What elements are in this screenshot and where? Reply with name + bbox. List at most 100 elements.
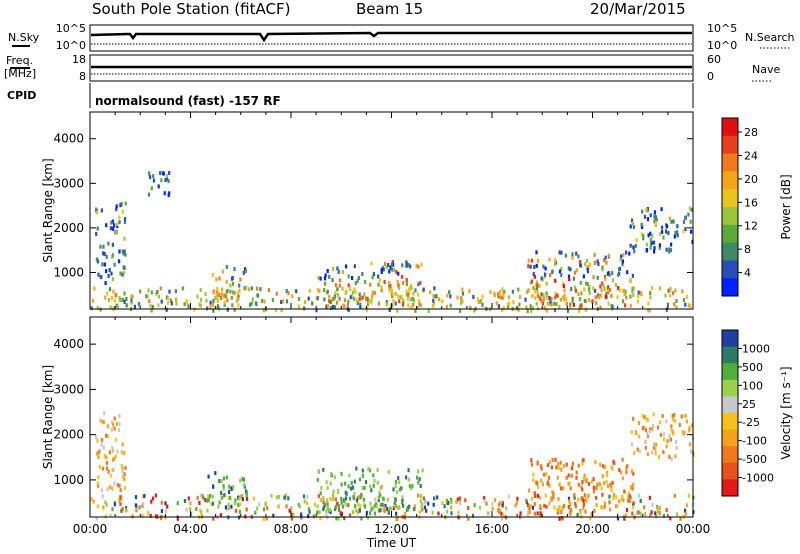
echo-cell [407,477,410,482]
echo-cell [587,287,591,292]
echo-cell [649,213,652,218]
echo-cell [487,511,490,516]
echo-cell [327,304,330,309]
echo-cell [418,509,421,514]
nsearch-label: N.Search [745,31,795,44]
echo-cell [119,502,122,507]
echo-cell [337,504,340,509]
echo-cell [668,247,671,252]
echo-cell [317,494,320,499]
echo-cell [338,283,341,288]
echo-cell [624,303,627,308]
echo-cell [95,451,98,456]
echo-cell [671,417,674,422]
echo-cell [554,457,557,462]
echo-cell [124,217,127,222]
echo-cell [358,508,361,513]
echo-cell [325,509,328,514]
echo-cell [582,477,586,481]
echo-cell [558,505,561,509]
echo-cell [115,207,118,212]
echo-cell [552,491,555,496]
echo-cell [109,485,112,490]
echo-cell [497,304,500,309]
echo-cell [645,208,648,212]
echo-cell [587,481,590,486]
echo-cell [535,287,539,292]
echo-cell [535,280,538,285]
echo-cell [565,297,568,302]
echo-cell [124,465,127,470]
echo-cell [647,233,650,238]
echo-cell [540,478,543,483]
echo-cell [212,303,215,307]
echo-cell [388,287,391,292]
echo-cell [607,301,610,306]
echo-cell [620,497,623,502]
echo-cell [653,249,656,254]
echo-cell [318,510,321,515]
echo-cell [602,283,605,288]
echo-cell [603,465,607,470]
echo-cell [103,453,106,458]
echo-cell [344,481,347,486]
echo-cell [355,466,358,471]
echo-cell [216,286,219,291]
echo-cell [633,249,636,254]
echo-cell [104,500,107,505]
echo-cell [649,291,652,295]
echo-cell [433,496,436,501]
echo-cell [636,511,639,516]
echo-cell [678,423,681,427]
echo-cell [432,502,435,507]
echo-cell [207,474,210,479]
echo-cell [107,241,110,246]
echo-cell [646,431,649,436]
echo-cell [673,419,676,423]
echo-cell [304,300,307,305]
echo-cell [612,459,615,464]
y-tick-label: 2000 [53,428,84,442]
echo-cell [631,442,634,447]
echo-cell [599,293,602,298]
echo-cell [651,285,654,290]
echo-cell [363,486,366,490]
echo-cell [113,223,116,228]
echo-cell [165,176,169,181]
echo-cell [214,471,217,476]
echo-cell [146,294,149,299]
echo-cell [649,513,652,518]
echo-cell [165,509,168,514]
echo-cell [165,174,168,178]
echo-cell [461,291,465,296]
echo-cell [307,514,310,519]
echo-cell [386,497,389,502]
echo-cell [152,174,155,179]
echo-cell [565,462,568,467]
echo-cell [394,301,397,306]
echo-cell [546,293,549,298]
echo-cell [340,482,343,487]
echo-cell [108,287,112,292]
echo-cell [343,298,347,303]
echo-cell [118,422,121,427]
echo-cell [501,295,505,300]
echo-cell [148,299,151,304]
echo-cell [355,297,358,302]
echo-cell [674,231,677,235]
echo-cell [558,304,561,309]
echo-cell [272,513,275,518]
echo-cell [317,469,320,474]
echo-cell [328,507,331,512]
echo-cell [628,493,631,498]
echo-cell [347,484,350,489]
echo-cell [95,435,98,440]
echo-cell [553,505,556,510]
echo-cell [416,306,419,310]
echo-cell [156,290,159,294]
echo-cell [625,465,628,470]
echo-cell [628,499,631,504]
echo-cell [383,506,386,511]
echo-cell [688,442,692,447]
echo-cell [332,267,335,272]
